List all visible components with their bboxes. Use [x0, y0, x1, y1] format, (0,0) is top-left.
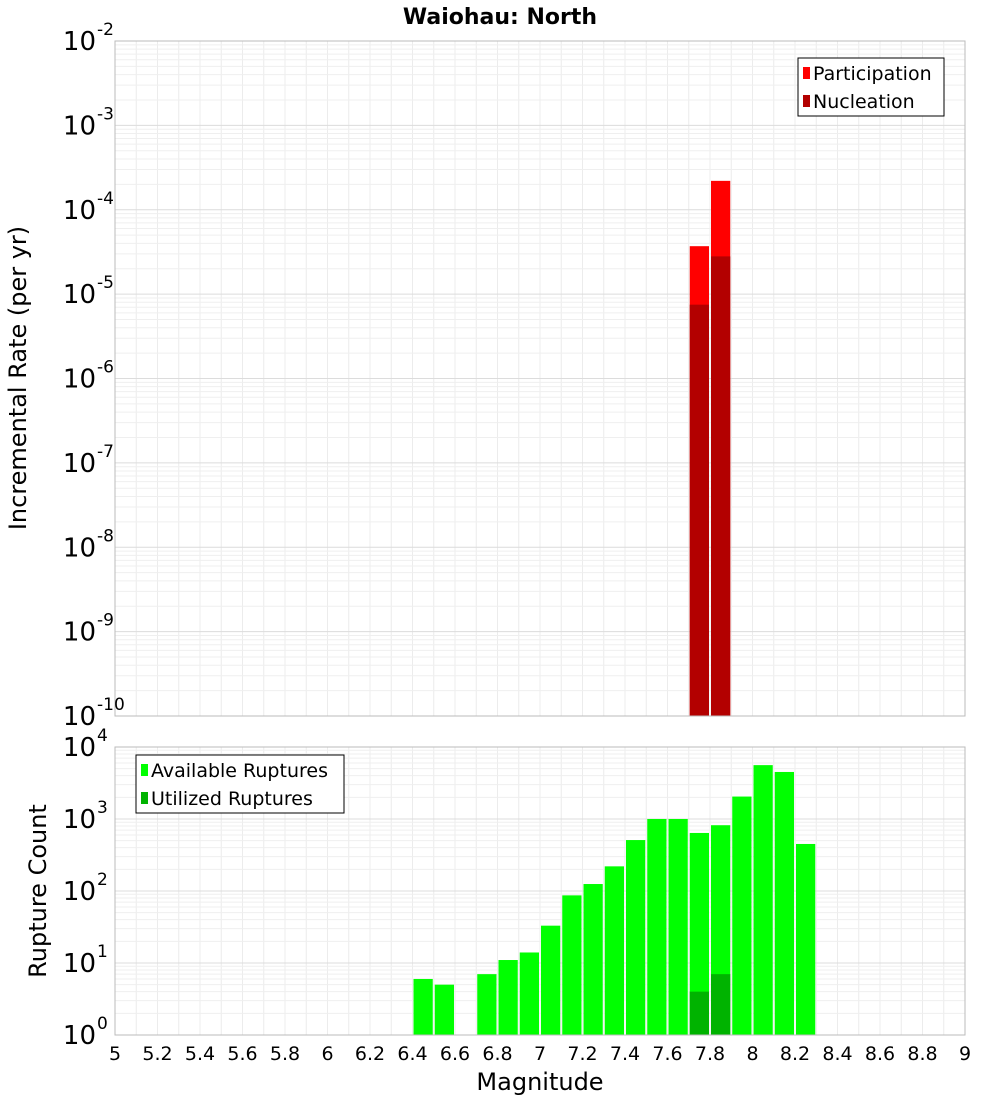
x-tick-label: 6.8 [482, 1043, 512, 1065]
rate-y-tick-base: 10 [63, 111, 96, 141]
count-y-tick-exponent: 3 [97, 798, 108, 818]
rate-y-tick-base: 10 [63, 533, 96, 563]
x-tick-label: 7.4 [610, 1043, 640, 1065]
count-bar-available-ruptures [413, 978, 433, 1035]
count-legend-box [135, 754, 345, 814]
x-tick-label: 8.2 [780, 1043, 810, 1065]
count-y-tick-exponent: 2 [97, 870, 108, 890]
count-bar-available-ruptures [541, 925, 561, 1035]
count-bar-available-ruptures [689, 832, 709, 1035]
count-bar-utilized-ruptures [711, 974, 731, 1035]
x-tick-label: 8 [746, 1043, 758, 1065]
rate-legend-label: Nucleation [813, 91, 915, 113]
rate-y-tick-exponent: -3 [97, 104, 114, 124]
x-tick-label: 5.2 [142, 1043, 172, 1065]
rate-legend-swatch [803, 67, 810, 79]
count-legend-label: Utilized Ruptures [151, 788, 313, 810]
count-y-tick-base: 10 [63, 1021, 96, 1051]
count-plot-border [114, 746, 966, 1036]
count-bar-available-ruptures [668, 819, 688, 1035]
count-y-tick-exponent: 0 [97, 1014, 108, 1034]
count-y-axis-label: Rupture Count [24, 804, 52, 978]
rate-y-tick-base: 10 [63, 365, 96, 395]
count-bar-available-ruptures [753, 765, 773, 1035]
count-y-tick-exponent: 4 [97, 726, 108, 746]
count-x-ticks: 5 5.2 5.4 5.6 5.8 6 6.2 6.4 6.6 6.8 7 7.2 7.4 7.6 7.8 8… [109, 1043, 971, 1065]
x-tick-label: 7.8 [695, 1043, 725, 1065]
count-bar-available-ruptures [562, 895, 582, 1035]
x-tick-label: 5.4 [185, 1043, 215, 1065]
x-tick-label: 5 [109, 1043, 121, 1065]
x-tick-label: 6.4 [397, 1043, 427, 1065]
rate-y-axis-label: Incremental Rate (per yr) [4, 226, 32, 530]
rate-legend-swatch [803, 95, 810, 107]
count-legend: Available Ruptures Utilized Ruptures [135, 754, 345, 814]
count-bar-available-ruptures [434, 984, 454, 1035]
count-bar-available-ruptures [583, 884, 603, 1035]
count-bar-available-ruptures [477, 974, 497, 1035]
count-y-tick-base: 10 [63, 949, 96, 979]
rate-y-tick-exponent: -2 [97, 20, 114, 40]
x-tick-label: 8.6 [865, 1043, 895, 1065]
count-y-tick-exponent: 1 [97, 942, 108, 962]
rate-y-tick-exponent: -6 [97, 358, 114, 378]
rate-y-tick-base: 10 [63, 702, 96, 732]
count-bar-available-ruptures [796, 843, 816, 1035]
rate-plot-border [114, 40, 966, 717]
count-bar-available-ruptures [647, 819, 667, 1035]
count-bars [413, 765, 816, 1035]
x-tick-label: 7.6 [652, 1043, 682, 1065]
rate-legend-label: Participation [813, 63, 932, 85]
x-tick-label: 5.8 [270, 1043, 300, 1065]
rate-legend-box [797, 57, 945, 117]
rate-y-tick-exponent: -10 [97, 695, 125, 715]
rate-y-tick-exponent: -5 [97, 273, 114, 293]
x-tick-label: 6.2 [355, 1043, 385, 1065]
rate-bar-nucleation [689, 304, 709, 716]
x-tick-label: 6.6 [440, 1043, 470, 1065]
rate-bars [689, 180, 731, 716]
rate-gridlines [114, 41, 966, 717]
x-tick-label: 6 [321, 1043, 333, 1065]
count-bar-available-ruptures [774, 771, 794, 1035]
x-tick-label: 7 [534, 1043, 546, 1065]
rate-y-tick-base: 10 [63, 196, 96, 226]
rate-y-tick-base: 10 [63, 27, 96, 57]
count-y-tick-base: 10 [63, 733, 96, 763]
count-bar-available-ruptures [498, 960, 518, 1035]
count-bar-available-ruptures [732, 796, 752, 1035]
x-tick-label: 8.4 [822, 1043, 852, 1065]
rate-y-tick-exponent: -7 [97, 442, 114, 462]
rate-y-tick-base: 10 [63, 449, 96, 479]
rate-y-tick-exponent: -8 [97, 526, 114, 546]
count-legend-swatch [141, 764, 148, 776]
rate-y-tick-exponent: -9 [97, 611, 114, 631]
count-y-tick-base: 10 [63, 877, 96, 907]
count-y-tick-base: 10 [63, 805, 96, 835]
rate-y-tick-base: 10 [63, 280, 96, 310]
x-tick-label: 7.2 [567, 1043, 597, 1065]
x-tick-label: 5.6 [227, 1043, 257, 1065]
count-bar-available-ruptures [604, 866, 624, 1035]
x-tick-label: 8.8 [907, 1043, 937, 1065]
count-bar-available-ruptures [519, 952, 539, 1035]
rate-bar-nucleation [711, 256, 731, 716]
count-bar-utilized-ruptures [689, 991, 709, 1035]
x-tick-label: 9 [959, 1043, 971, 1065]
count-bar-available-ruptures [626, 840, 646, 1035]
rate-y-tick-exponent: -4 [97, 189, 114, 209]
rate-legend: Participation Nucleation [797, 57, 945, 117]
x-axis-label: Magnitude [476, 1068, 603, 1096]
count-legend-swatch [141, 792, 148, 804]
rate-y-tick-base: 10 [63, 618, 96, 648]
count-legend-label: Available Ruptures [151, 760, 328, 782]
chart-title: Waiohau: North [403, 5, 597, 30]
